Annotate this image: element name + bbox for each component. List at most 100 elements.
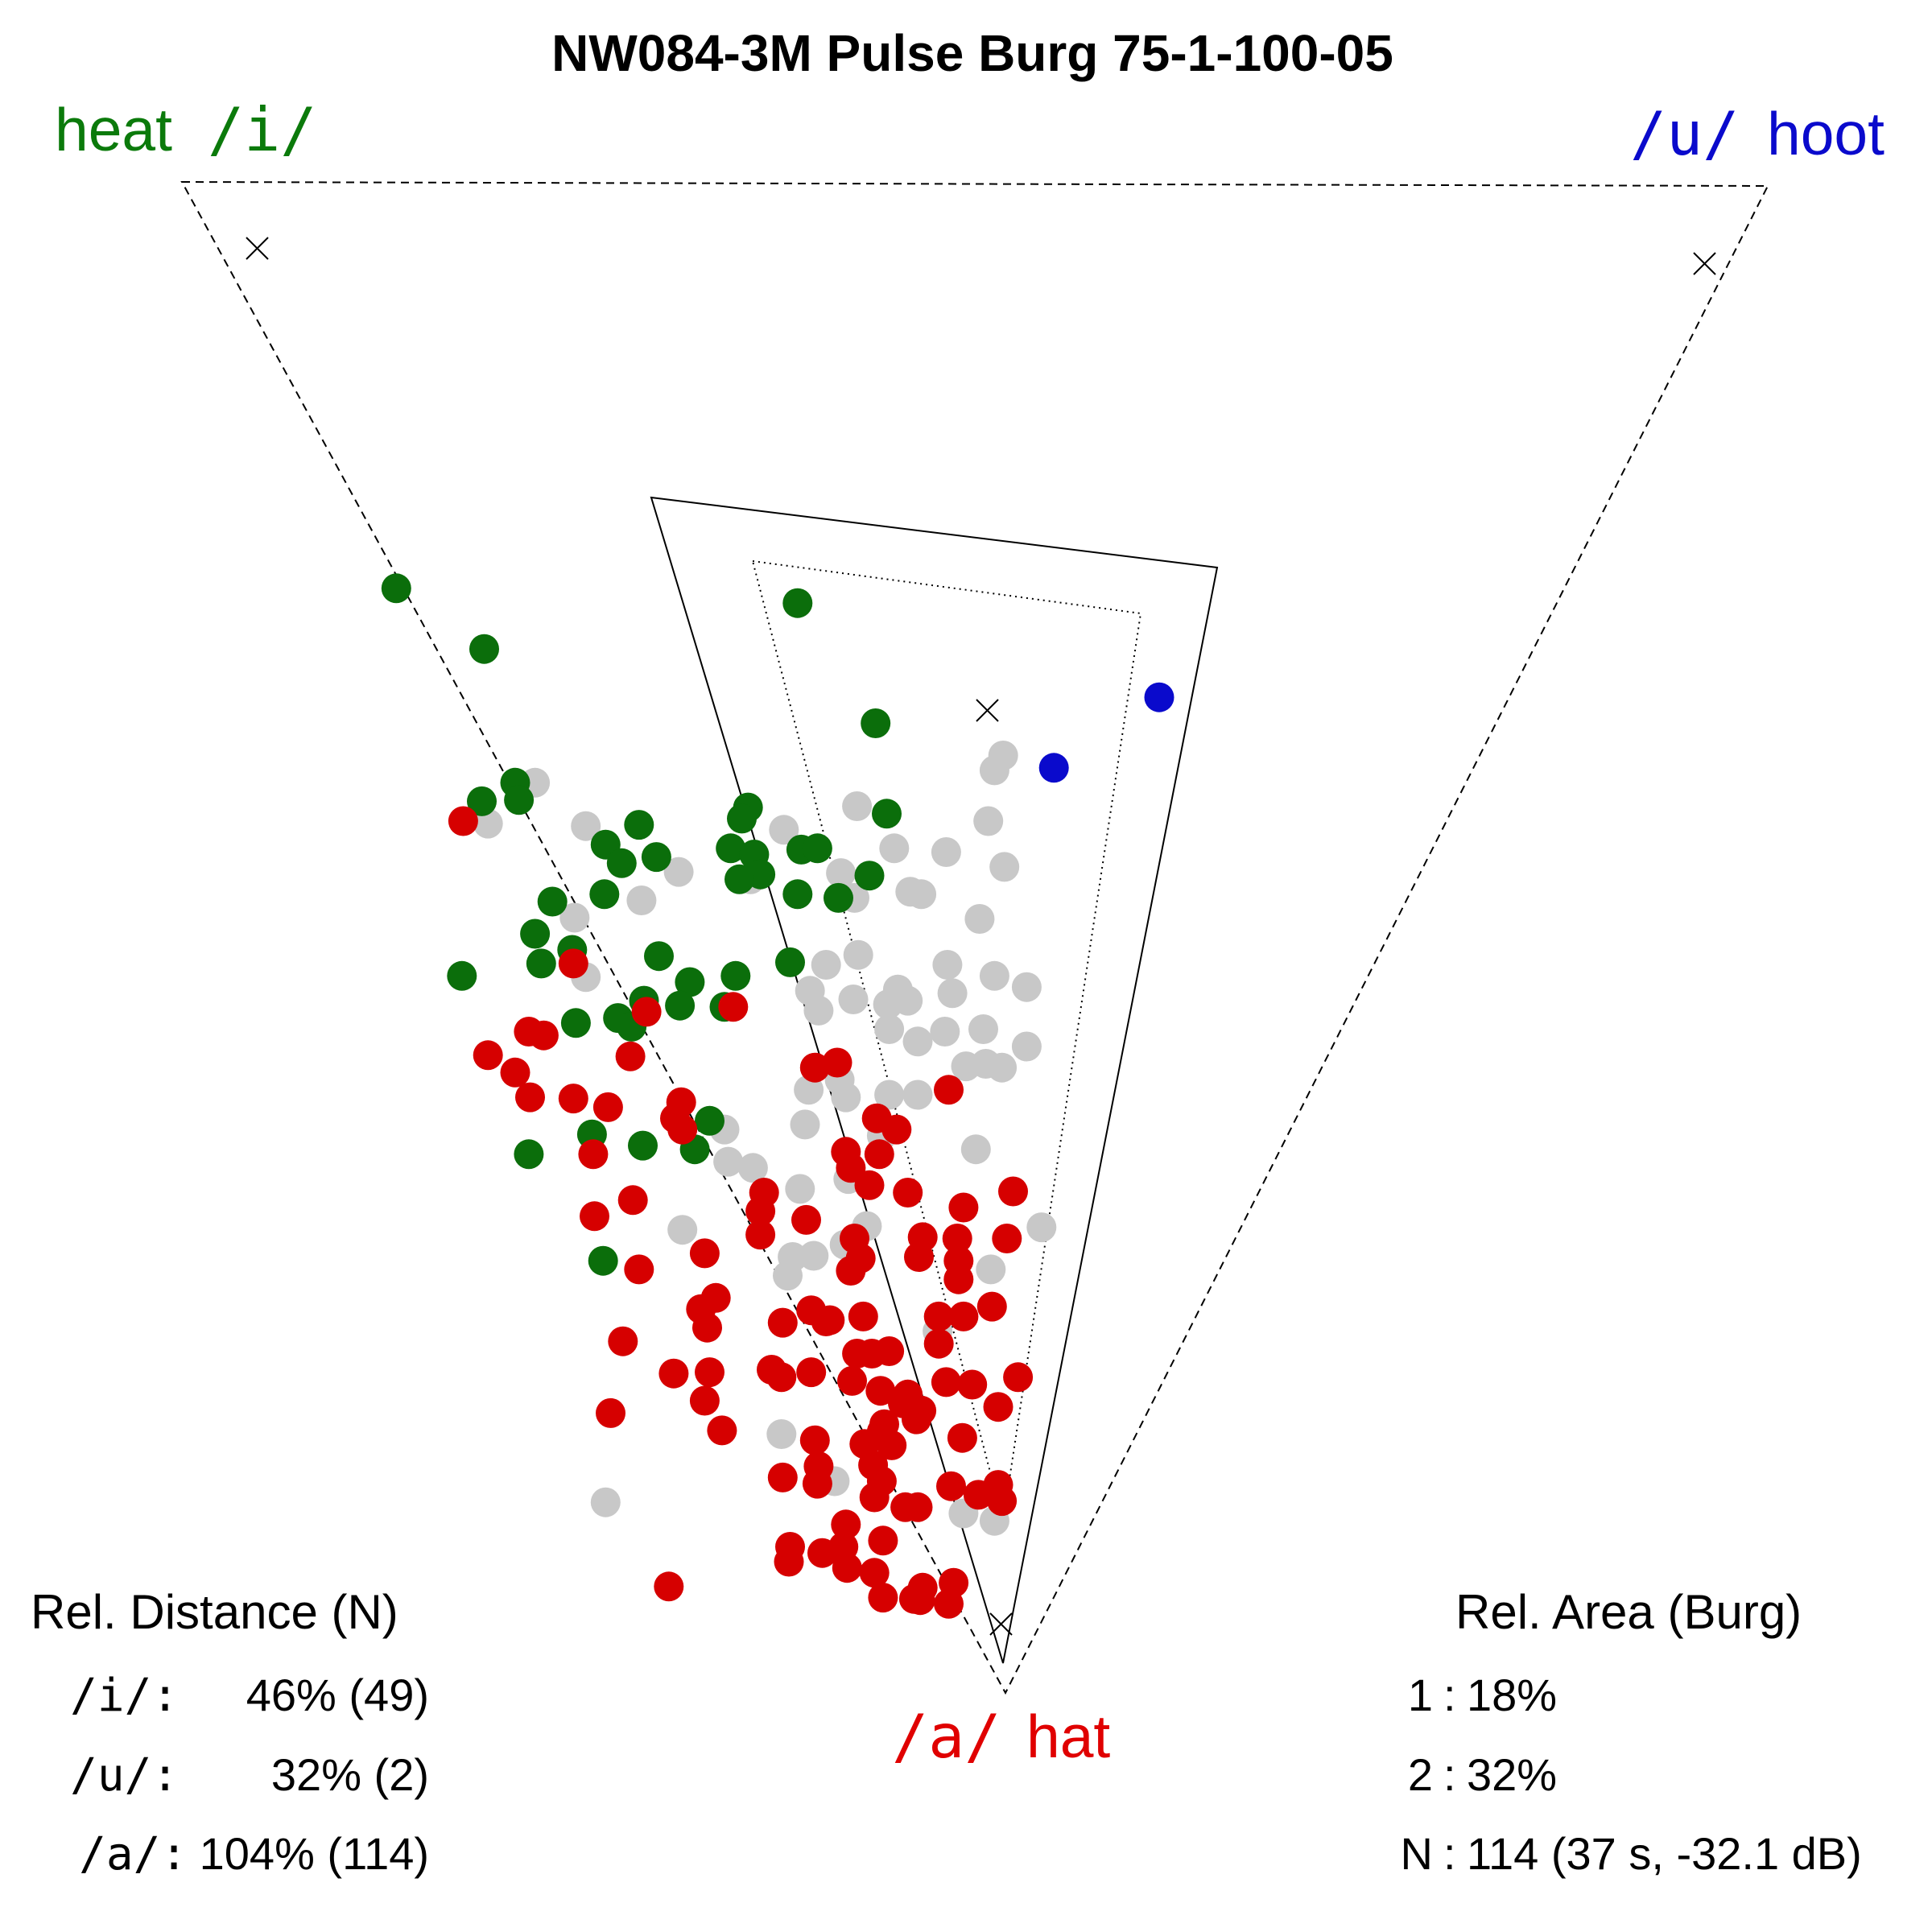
point-a-50 (948, 1301, 979, 1331)
rel-area-colon-2: : (1443, 1749, 1456, 1800)
point-a-78 (902, 1404, 931, 1435)
rel-area-key-n: N (1401, 1828, 1433, 1879)
point-i-3 (861, 708, 891, 738)
point-i-23 (782, 879, 813, 910)
point-a-3 (718, 992, 749, 1022)
data-points (381, 573, 1174, 1619)
point-a-2 (631, 997, 662, 1027)
point-other-51 (737, 1153, 768, 1183)
point-a-111 (905, 1585, 935, 1616)
point-i-10 (727, 803, 757, 834)
rel-distance-vowel-a: /a/: (79, 1828, 188, 1880)
point-i-41 (628, 1130, 658, 1161)
point-other-36 (902, 1026, 933, 1057)
point-other-50 (713, 1146, 744, 1177)
point-a-97 (831, 1509, 861, 1540)
point-a-101 (807, 1538, 837, 1568)
point-a-64 (796, 1357, 827, 1388)
point-a-69 (837, 1365, 867, 1396)
point-i-22 (589, 879, 620, 910)
point-i-38 (560, 1008, 591, 1038)
point-other-40 (987, 1052, 1018, 1083)
rel-area-block: Rel. Area (Burg) 1 : 18% 2 : 32% N : 114… (1401, 1585, 1862, 1879)
series-i (381, 573, 902, 1276)
point-other-32 (803, 995, 834, 1026)
rel-distance-value-u: 32% (2) (271, 1749, 429, 1800)
point-a-72 (689, 1385, 720, 1416)
point-a-36 (942, 1224, 972, 1253)
point-i-44 (588, 1245, 618, 1276)
point-a-54 (815, 1305, 845, 1335)
series-other (473, 741, 1057, 1536)
point-a-68 (957, 1369, 988, 1400)
point-i-28 (644, 941, 674, 972)
point-a-7 (500, 1057, 530, 1088)
point-other-10 (663, 857, 694, 887)
point-i-2 (782, 588, 813, 618)
point-other-14 (906, 879, 937, 910)
point-a-94 (987, 1486, 1018, 1517)
point-other-23 (979, 960, 1009, 991)
point-other-12 (989, 852, 1020, 882)
point-i-14 (802, 833, 832, 864)
point-a-103 (832, 1553, 862, 1583)
point-a-96 (902, 1492, 933, 1522)
marker-u (1693, 252, 1716, 275)
point-a-57 (608, 1326, 638, 1356)
point-other-3 (473, 808, 503, 839)
point-a-108 (868, 1583, 898, 1613)
point-other-65 (590, 1487, 621, 1517)
point-a-82 (947, 1422, 977, 1453)
point-a-55 (923, 1328, 954, 1359)
point-i-0 (381, 573, 411, 604)
point-a-11 (934, 1075, 964, 1105)
point-i-19 (724, 864, 754, 894)
point-other-19 (559, 902, 590, 933)
rel-area-value-2: 32% (1467, 1749, 1557, 1800)
point-i-9 (624, 810, 654, 840)
point-a-75 (596, 1397, 625, 1428)
corner-markers (246, 237, 1716, 1636)
point-other-29 (838, 985, 869, 1014)
point-other-18 (964, 904, 995, 934)
point-a-48 (923, 1301, 954, 1331)
point-i-30 (447, 960, 477, 991)
corner-a-word: hat (1026, 1703, 1110, 1770)
rel-distance-value-i: 46% (49) (246, 1670, 429, 1720)
point-a-66 (1003, 1362, 1034, 1393)
point-i-1 (469, 634, 499, 664)
point-a-60 (857, 1339, 887, 1368)
point-a-81 (799, 1425, 830, 1455)
point-i-16 (641, 842, 671, 873)
point-other-7 (973, 806, 1004, 836)
point-other-27 (937, 978, 968, 1009)
point-other-55 (1026, 1212, 1057, 1243)
point-a-9 (799, 1052, 830, 1083)
point-a-93 (859, 1482, 890, 1513)
point-a-32 (791, 1204, 821, 1235)
point-a-38 (689, 1238, 720, 1269)
point-other-61 (976, 1254, 1006, 1285)
reference-triangle (180, 180, 1769, 1695)
point-a-98 (868, 1525, 898, 1556)
rel-area-key-1: 1 (1408, 1670, 1433, 1720)
corner-i-slash: /i/ (208, 94, 316, 165)
series-a (448, 806, 1034, 1619)
rel-area-label: Rel. Area (Burg) (1455, 1585, 1802, 1639)
point-other-9 (931, 837, 961, 867)
point-a-74 (983, 1392, 1013, 1422)
point-a-44 (943, 1264, 974, 1294)
point-a-25 (998, 1176, 1028, 1207)
corner-u-word: hoot (1767, 100, 1885, 167)
point-i-43 (514, 1139, 544, 1170)
point-i-12 (716, 833, 746, 864)
rel-distance-vowel-u: /u/: (70, 1749, 179, 1802)
rel-area-value-1: 18% (1467, 1670, 1557, 1720)
point-i-32 (720, 960, 751, 991)
point-other-35 (968, 1014, 998, 1044)
rel-distance-value-a: 104% (114) (200, 1828, 429, 1879)
point-other-43 (874, 1080, 905, 1110)
marker-a (989, 1612, 1013, 1636)
point-a-8 (822, 1047, 852, 1078)
